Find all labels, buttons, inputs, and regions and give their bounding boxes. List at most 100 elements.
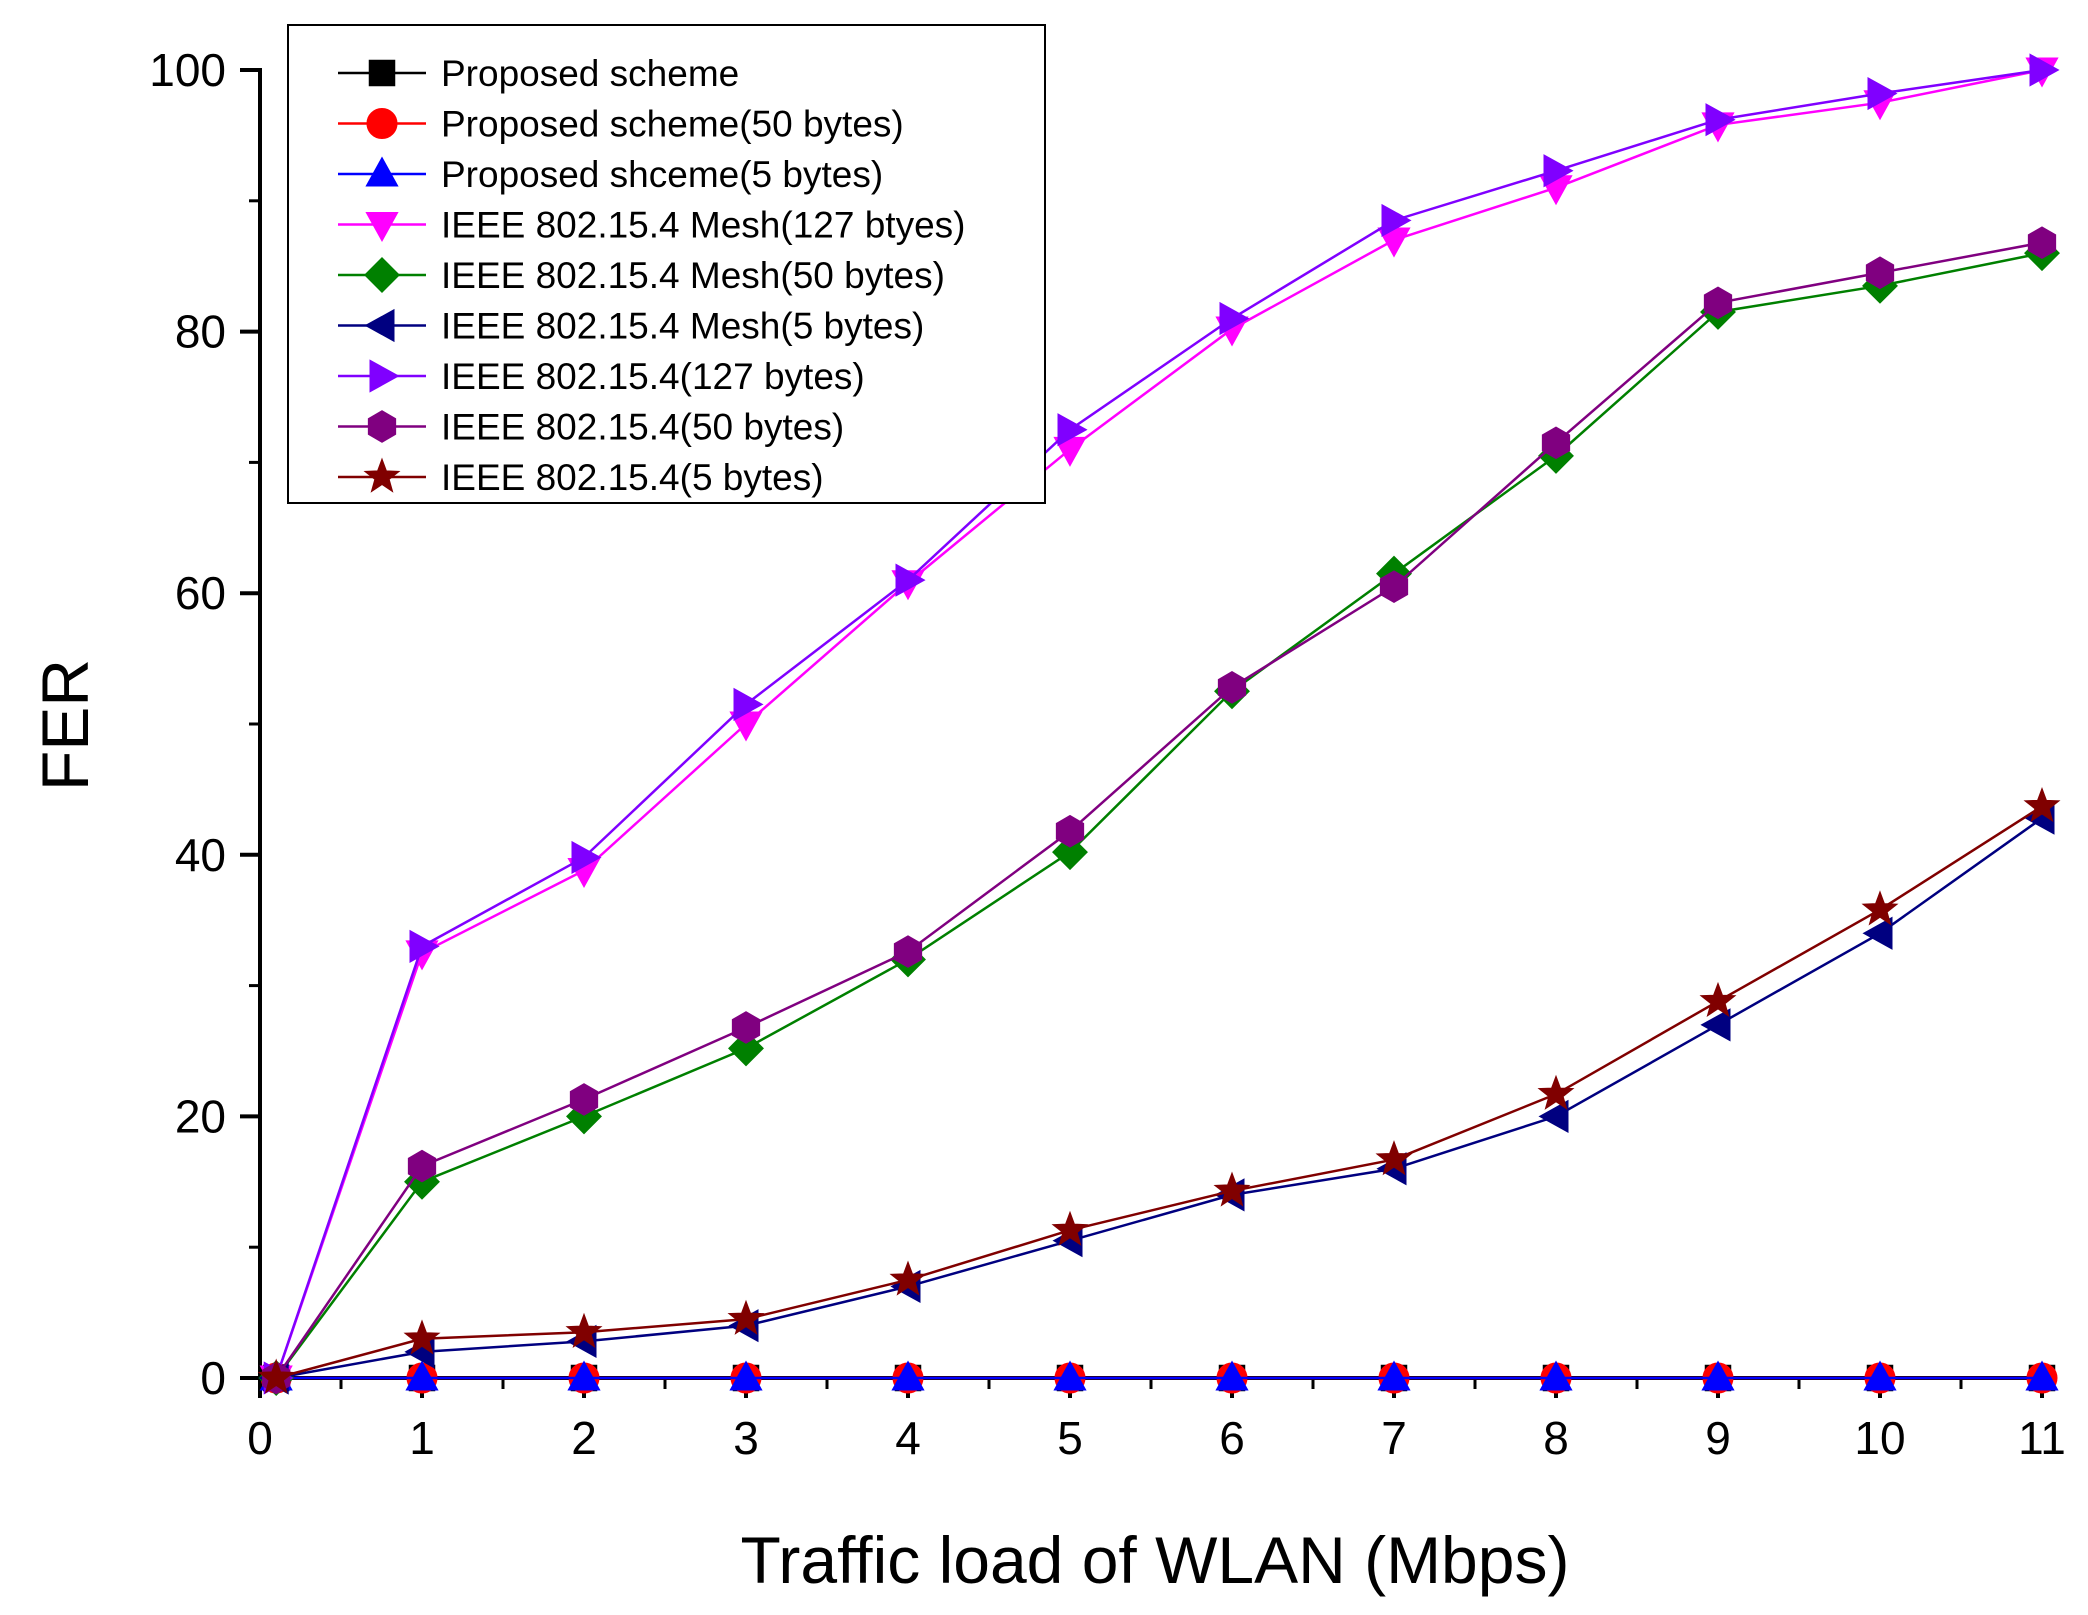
legend-label: Proposed shceme(5 bytes) [441, 154, 883, 195]
series-ieee-802-15-4-5-bytes [257, 786, 2061, 1394]
x-tick-label: 8 [1543, 1412, 1569, 1464]
legend-label: IEEE 802.15.4(50 bytes) [441, 407, 844, 448]
data-point [1051, 1210, 1089, 1246]
series-line [275, 68, 2043, 1379]
data-point [1862, 916, 1893, 950]
legend-marker [369, 359, 400, 393]
legend-entry: Proposed scheme [338, 53, 739, 94]
data-point [1053, 1360, 1087, 1391]
data-point [1375, 1140, 1413, 1176]
data-point [407, 1149, 437, 1183]
x-tick-label: 9 [1705, 1412, 1731, 1464]
y-tick-label: 20 [175, 1090, 226, 1142]
data-point [728, 1030, 764, 1067]
data-point [1379, 570, 1409, 603]
series-proposed-shceme-5-bytes [259, 1360, 2059, 1391]
data-point [729, 1360, 763, 1391]
data-point [893, 935, 923, 968]
series-ieee-802-15-4-mesh-5-bytes [258, 801, 2055, 1395]
x-tick-label: 3 [733, 1412, 759, 1464]
data-point [257, 1358, 295, 1394]
data-point [1215, 1360, 1249, 1391]
legend-marker [365, 156, 399, 187]
data-point [1539, 1360, 1573, 1391]
data-point [409, 929, 440, 963]
data-point [1543, 154, 1574, 188]
legend-entry: IEEE 802.15.4 Mesh(5 bytes) [338, 306, 924, 347]
x-tick-label: 6 [1219, 1412, 1245, 1464]
legend-marker [367, 410, 397, 443]
y-tick-label: 60 [175, 567, 226, 619]
legend-entry: IEEE 802.15.4(5 bytes) [338, 457, 824, 498]
series-line [275, 805, 2043, 1380]
data-point [567, 1360, 601, 1391]
data-point [405, 1360, 439, 1391]
legend-marker [363, 457, 401, 493]
data-point [1052, 834, 1088, 871]
legend-entry: IEEE 802.15.4(50 bytes) [338, 407, 844, 448]
legend: Proposed scheme Proposed scheme(50 bytes)… [287, 24, 1046, 504]
data-point [1377, 1360, 1411, 1391]
data-point [1219, 301, 1250, 336]
legend-marker [364, 308, 395, 343]
x-axis-title: Traffic load of WLAN (Mbps) [741, 1523, 1570, 1597]
y-tick-label: 80 [175, 306, 226, 358]
data-point [1699, 981, 1737, 1018]
data-point [731, 1011, 761, 1044]
legend-label: Proposed scheme [441, 53, 739, 94]
x-tick-label: 5 [1057, 1412, 1083, 1464]
x-tick-label: 4 [895, 1412, 921, 1464]
x-tick-label: 2 [571, 1412, 597, 1464]
x-tick-label: 0 [247, 1412, 273, 1464]
data-point [2027, 226, 2057, 259]
legend-label: IEEE 802.15.4 Mesh(50 bytes) [441, 255, 945, 296]
data-point [1701, 1360, 1735, 1391]
data-point [569, 1083, 599, 1116]
y-axis-ticks: 0 20 40 60 80 100 [149, 44, 260, 1404]
x-tick-label: 7 [1381, 1412, 1407, 1464]
y-tick-label: 40 [175, 829, 226, 881]
x-tick-label: 1 [409, 1412, 435, 1464]
legend-label: IEEE 802.15.4(5 bytes) [441, 457, 824, 498]
data-point [1537, 1074, 1575, 1110]
data-point [1057, 413, 1088, 447]
legend-marker [368, 59, 396, 87]
legend-label: IEEE 802.15.4 Mesh(5 bytes) [441, 306, 924, 347]
y-axis-title: FER [28, 659, 102, 791]
legend-label: IEEE 802.15.4 Mesh(127 btyes) [441, 205, 965, 246]
data-point [2023, 786, 2061, 823]
data-point [1055, 814, 1085, 848]
legend-entry: IEEE 802.15.4 Mesh(127 btyes) [338, 205, 965, 246]
series-ieee-802-15-4-50-bytes [262, 226, 2057, 1395]
data-point [1381, 203, 1412, 238]
data-point [571, 840, 602, 875]
legend-label: Proposed scheme(50 bytes) [441, 104, 904, 145]
legend-entry: Proposed scheme(50 bytes) [338, 104, 904, 145]
data-point [1213, 1171, 1251, 1207]
series-line [275, 251, 2043, 1379]
series-ieee-802-15-4-127-bytes [263, 53, 2060, 1395]
data-point [2025, 1360, 2059, 1391]
data-point [733, 687, 764, 721]
x-axis-ticks: 0 1 2 3 4 5 6 7 8 9 10 11 [247, 1378, 2066, 1464]
data-point [2029, 53, 2060, 87]
y-tick-label: 100 [149, 44, 226, 96]
series-line [275, 817, 2043, 1380]
data-point [1863, 1360, 1897, 1391]
plot-series [257, 53, 2061, 1396]
data-point [1705, 103, 1736, 137]
data-point [1541, 426, 1571, 460]
data-point [565, 1312, 603, 1348]
series-line [275, 241, 2043, 1379]
legend-label: IEEE 802.15.4(127 bytes) [441, 356, 865, 397]
data-point [1865, 256, 1895, 290]
data-point [1703, 286, 1733, 320]
x-tick-label: 11 [2018, 1412, 2066, 1464]
data-point [889, 1260, 927, 1296]
y-tick-label: 0 [200, 1352, 226, 1404]
data-point [1700, 1008, 1731, 1042]
data-point [403, 1319, 441, 1355]
legend-entry: Proposed shceme(5 bytes) [338, 154, 883, 195]
x-tick-label: 10 [1854, 1412, 1905, 1464]
data-point [727, 1299, 765, 1335]
